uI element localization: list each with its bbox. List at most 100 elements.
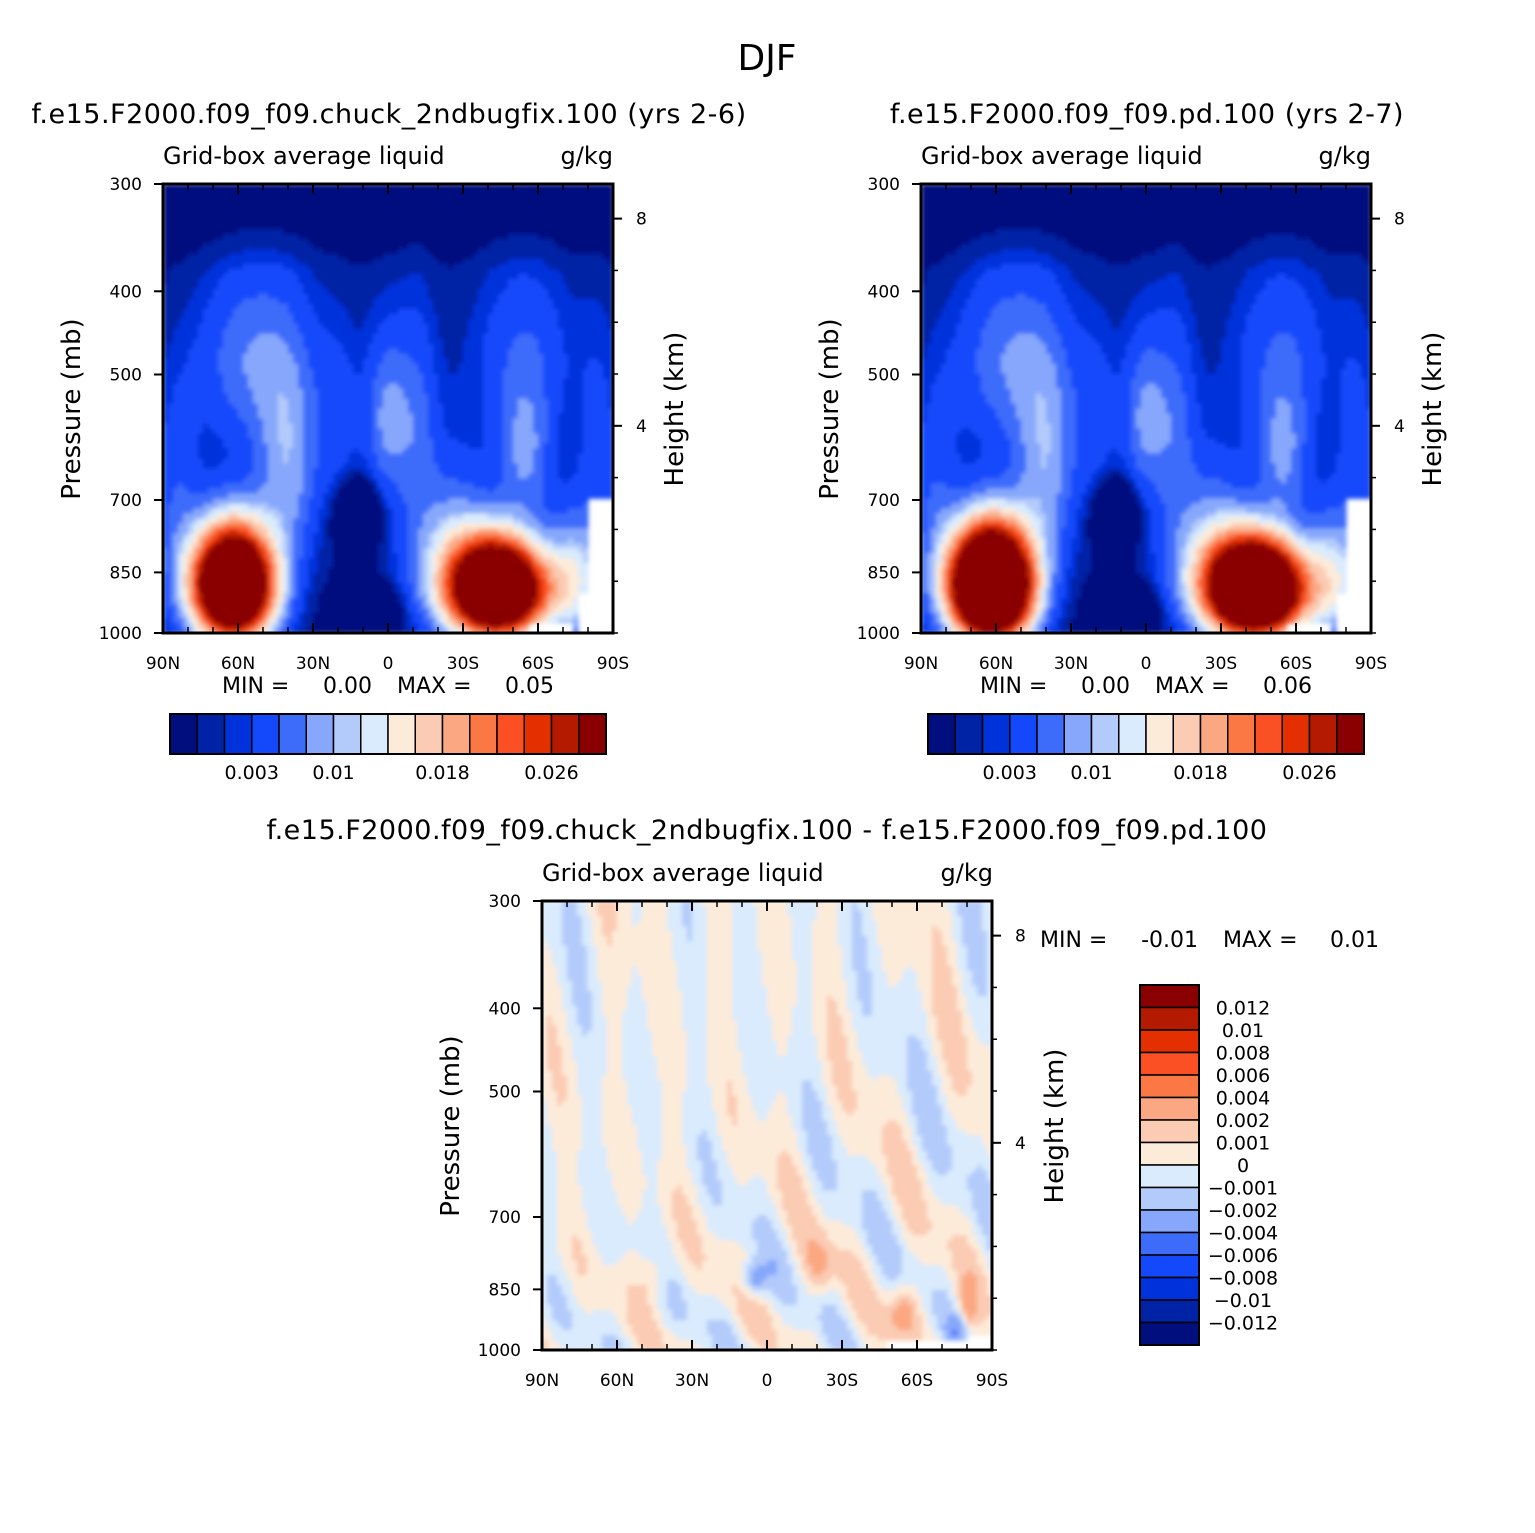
y-tick-label: 1000 [99,624,142,644]
x-tick-label: 90S [1355,654,1387,674]
colorbar-label: −0.004 [1208,1223,1278,1245]
colorbar-swatch [1139,1096,1200,1121]
colorbar-swatch [1281,713,1311,755]
y-tick-label: 400 [489,999,521,1019]
colorbar-label: 0.012 [1216,998,1270,1020]
colorbar-swatch [1118,713,1147,755]
panel2-max-label: MAX = [1155,674,1230,699]
panel-difference: f.e15.F2000.f09_f09.chuck_2ndbugfix.100 … [267,815,1379,1391]
colorbar-swatch [305,713,335,755]
y-right-tick-label: 8 [1015,927,1026,947]
y-right-tick-label: 8 [636,210,647,230]
panel3-units: g/kg [941,859,993,887]
colorbar-swatch [1139,984,1200,1009]
colorbar-swatch [954,713,984,755]
colorbar-swatch [1139,1321,1200,1346]
panel2-y-right-label: Height (km) [1418,332,1448,487]
y-right-tick-label: 4 [636,417,647,437]
panel2-plot-area [921,184,1371,633]
y-tick-label: 850 [489,1280,521,1300]
y-tick-label: 700 [489,1208,521,1228]
colorbar-swatch [523,713,553,755]
x-tick-label: 90N [525,1371,559,1391]
colorbar-label: −0.001 [1208,1178,1278,1200]
colorbar-swatch [1139,1186,1200,1211]
colorbar-swatch [981,713,1011,755]
y-right-tick-label: 4 [1015,1134,1026,1154]
panel3-colorbar: 0.0120.010.0080.0060.0040.0020.0010−0.00… [1139,984,1278,1346]
colorbar-label: −0.008 [1208,1268,1278,1290]
colorbar-swatch [550,713,580,755]
colorbar-swatch [1254,713,1283,755]
colorbar-label: 0.008 [1216,1043,1270,1065]
colorbar-label: 0.001 [1216,1133,1270,1155]
panel3-axes: 300 400 500 700 850 1000 8 4 90N 60N 30N 0 30S 60S 90S [478,892,1026,1391]
y-tick-label: 850 [868,563,900,583]
colorbar-label: −0.006 [1208,1245,1278,1267]
colorbar-swatch [1139,1051,1200,1076]
colorbar-swatch [1139,1074,1200,1099]
colorbar-swatch [1145,713,1174,755]
x-tick-label: 60N [979,654,1013,674]
y-tick-label: 700 [110,491,142,511]
colorbar-swatch [1139,1029,1200,1054]
colorbar-label: −0.012 [1208,1313,1278,1335]
y-tick-label: 850 [110,563,142,583]
colorbar-swatch [387,713,416,755]
colorbar-swatch [278,713,307,755]
panel-pd-case: f.e15.F2000.f09_f09.pd.100 (yrs 2-7) Gri… [815,99,1448,784]
panel1-y-axis-label: Pressure (mb) [57,318,87,499]
colorbar-swatch [1139,1006,1200,1031]
colorbar-swatch [1036,713,1065,755]
panel3-y-axis-label: Pressure (mb) [436,1035,466,1216]
y-right-tick-label: 4 [1394,417,1405,437]
panel3-y-right-label: Height (km) [1040,1049,1070,1204]
colorbar-label: 0.003 [225,762,279,784]
y-tick-label: 500 [868,366,900,386]
colorbar-swatch [414,713,444,755]
y-tick-label: 500 [489,1083,521,1103]
x-tick-label: 90N [904,654,938,674]
colorbar-swatch [441,713,471,755]
panel2-units: g/kg [1319,142,1371,170]
panel3-min-label: MIN = [1040,928,1107,953]
y-tick-label: 700 [868,491,900,511]
panel-control-case: f.e15.F2000.f09_f09.chuck_2ndbugfix.100 … [31,99,746,784]
panel3-variable-label: Grid-box average liquid [542,859,824,887]
colorbar-label: −0.01 [1214,1290,1272,1312]
x-tick-label: 30S [447,654,479,674]
panel2-min-value: 0.00 [1081,674,1130,699]
colorbar-swatch [1139,1164,1200,1189]
panel1-axes: 300 400 500 700 850 1000 8 4 90N 60N 30N 0 30S 60S 90S [99,175,647,674]
x-tick-label: 0 [383,654,394,674]
x-tick-label: 60N [221,654,255,674]
colorbar-label: 0.026 [1282,762,1336,784]
panel1-units: g/kg [561,142,613,170]
x-tick-label: 30N [675,1371,709,1391]
panel1-min-label: MIN = [222,674,289,699]
x-tick-label: 90N [146,654,180,674]
colorbar-swatch [251,713,280,755]
colorbar-swatch [1139,1209,1200,1234]
panel3-plot-area [542,901,992,1350]
panel2-case-title: f.e15.F2000.f09_f09.pd.100 (yrs 2-7) [890,99,1404,130]
colorbar-swatch [169,713,198,755]
colorbar-label: 0.018 [415,762,469,784]
colorbar-swatch [1139,1299,1200,1324]
y-tick-label: 400 [868,282,900,302]
panel3-min-value: -0.01 [1141,928,1198,953]
colorbar-swatch [1172,713,1202,755]
panel3-max-label: MAX = [1223,928,1298,953]
figure-title: DJF [737,38,796,79]
colorbar-swatch [496,713,525,755]
y-tick-label: 300 [110,175,142,195]
colorbar-swatch [196,713,226,755]
panel3-max-value: 0.01 [1330,928,1379,953]
colorbar-swatch [1139,1254,1200,1279]
x-tick-label: 30S [1205,654,1237,674]
x-tick-label: 60S [1280,654,1312,674]
x-tick-label: 90S [976,1371,1008,1391]
panel2-variable-label: Grid-box average liquid [921,142,1203,170]
panel2-colorbar: 0.003 0.01 0.018 0.026 [927,713,1365,784]
